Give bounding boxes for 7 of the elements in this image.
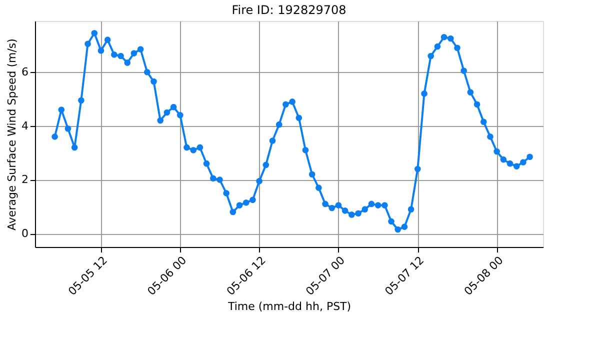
y-tick-label: 0 (22, 227, 28, 240)
y-tick-label: 4 (22, 119, 28, 132)
x-axis-title: Time (mm-dd hh, PST) (226, 300, 352, 314)
chart-title: Fire ID: 192829708 (232, 3, 346, 17)
y-tick-label: 6 (22, 66, 28, 79)
y-axis-title: Average Surface Wind Speed (m/s) (6, 38, 18, 230)
y-tick-label: 2 (22, 173, 28, 186)
